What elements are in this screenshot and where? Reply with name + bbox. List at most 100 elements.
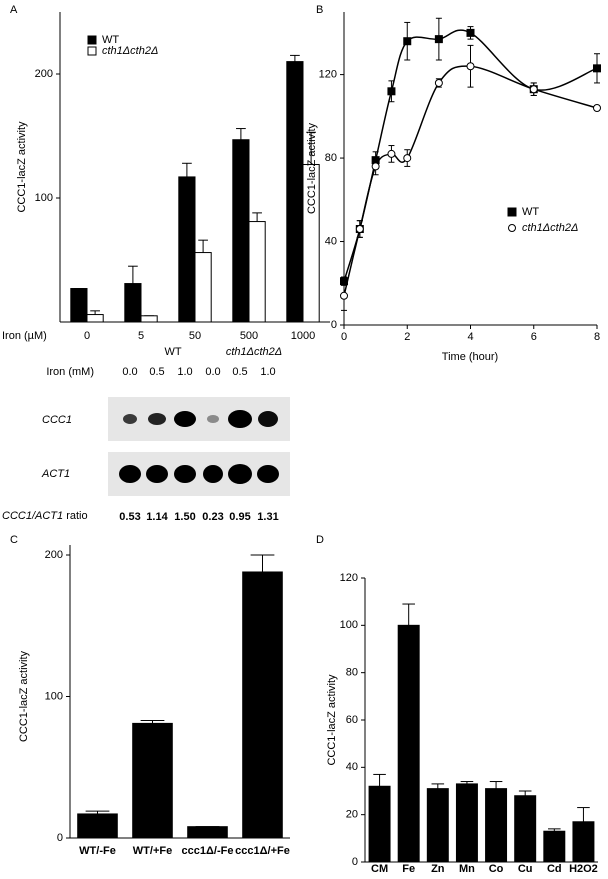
panel-letter: C — [10, 534, 18, 546]
bar — [70, 288, 88, 323]
concentration-label: 0.5 — [232, 366, 247, 378]
point — [593, 64, 601, 73]
bar — [543, 830, 566, 863]
y-tick-label: 100 — [340, 619, 358, 631]
x-tick-label: Zn — [431, 863, 445, 875]
blot-spot — [203, 465, 223, 483]
blot-spot — [258, 411, 278, 427]
y-tick-label: 200 — [45, 549, 63, 561]
x-tick-label: 6 — [531, 331, 537, 343]
blot-spot — [148, 413, 166, 425]
point — [529, 85, 538, 94]
legend-label: WT — [102, 34, 119, 46]
ratio-value: 1.14 — [146, 511, 168, 523]
point — [371, 162, 380, 171]
x-tick-label: WT/-Fe — [79, 845, 116, 857]
ratio-value: 1.31 — [257, 511, 278, 523]
blot-spot — [123, 414, 137, 424]
x-tick-label: 2 — [404, 331, 410, 343]
point — [355, 225, 364, 234]
concentration-label: 0.0 — [205, 366, 220, 378]
point — [434, 35, 443, 44]
point — [403, 154, 412, 163]
legend-swatch — [507, 207, 517, 217]
ratio-value: 0.23 — [202, 511, 223, 523]
bar — [572, 821, 595, 863]
point — [340, 291, 348, 300]
y-tick-label: 40 — [346, 761, 358, 773]
concentration-label: 1.0 — [260, 366, 275, 378]
bar — [77, 813, 118, 839]
x-tick-label: ccc1Δ/-Fe — [182, 845, 234, 857]
series-line — [343, 65, 598, 296]
y-tick-label: 80 — [346, 667, 358, 679]
ratio-word: ratio — [66, 510, 87, 522]
bar — [124, 283, 142, 323]
x-tick-label: Co — [489, 863, 504, 875]
bar — [232, 139, 250, 323]
bar — [132, 722, 173, 839]
iron-label: Iron (mM) — [46, 366, 94, 378]
group-label: cth1Δcth2Δ — [226, 346, 282, 358]
ratio-value: 1.50 — [174, 511, 195, 523]
y-axis-label: CCC1-lacZ activity — [18, 650, 30, 742]
blot-spot — [257, 465, 279, 483]
y-tick-label: 100 — [45, 690, 63, 702]
x-tick-label: Cd — [547, 863, 562, 875]
legend-swatch — [87, 35, 97, 45]
y-axis-label: CCC1-lacZ activity — [16, 121, 28, 213]
y-tick-label: 80 — [325, 152, 337, 164]
concentration-label: 1.0 — [177, 366, 192, 378]
bar — [514, 795, 537, 863]
point — [593, 103, 601, 112]
point — [387, 149, 396, 158]
blot-spot — [207, 415, 219, 423]
x-tick-label: WT/+Fe — [133, 845, 172, 857]
concentration-label: 0.0 — [122, 366, 137, 378]
blot-spot — [228, 464, 252, 484]
blot-spot — [174, 465, 196, 483]
point — [466, 62, 475, 71]
bar — [86, 314, 104, 323]
y-tick-label: 0 — [331, 319, 337, 331]
point — [466, 28, 475, 37]
x-tick-label: 8 — [594, 331, 600, 343]
bar — [426, 788, 449, 863]
legend-label: WT — [522, 206, 539, 218]
panel-letter: B — [316, 4, 323, 16]
x-tick-label: 0 — [84, 330, 90, 342]
x-tick-label: CM — [371, 863, 388, 875]
panel-letter: A — [10, 4, 18, 16]
bar — [248, 221, 266, 323]
x-tick-label: 4 — [467, 331, 473, 343]
x-tick-label: Mn — [459, 863, 475, 875]
y-tick-label: 0 — [352, 856, 358, 868]
bar — [178, 176, 196, 323]
blot-spot — [146, 465, 168, 483]
x-axis-label: Iron (µM) — [2, 330, 47, 342]
bar — [286, 61, 304, 323]
x-tick-label: 0 — [341, 331, 347, 343]
legend-label: cth1Δcth2Δ — [522, 222, 578, 234]
y-axis-label: CCC1-lacZ activity — [326, 674, 338, 766]
bar — [302, 164, 320, 323]
bar — [485, 788, 508, 863]
concentration-label: 0.5 — [149, 366, 164, 378]
ratio-genes: CCC1/ACT1 — [2, 510, 63, 522]
bar — [455, 783, 478, 863]
blot-spot — [228, 410, 252, 428]
x-tick-label: 500 — [240, 330, 258, 342]
bar — [368, 785, 391, 863]
blot-spot — [174, 411, 196, 427]
y-tick-label: 120 — [319, 69, 337, 81]
point — [387, 87, 396, 96]
gene-label: ACT1 — [41, 468, 70, 480]
y-tick-label: 0 — [57, 832, 63, 844]
x-tick-label: H2O2 — [569, 863, 598, 875]
y-axis-label: CCC1-lacZ activity — [306, 122, 318, 214]
group-label: WT — [164, 346, 181, 358]
y-tick-label: 40 — [325, 235, 337, 247]
y-tick-label: 60 — [346, 714, 358, 726]
x-tick-label: 1000 — [291, 330, 315, 342]
